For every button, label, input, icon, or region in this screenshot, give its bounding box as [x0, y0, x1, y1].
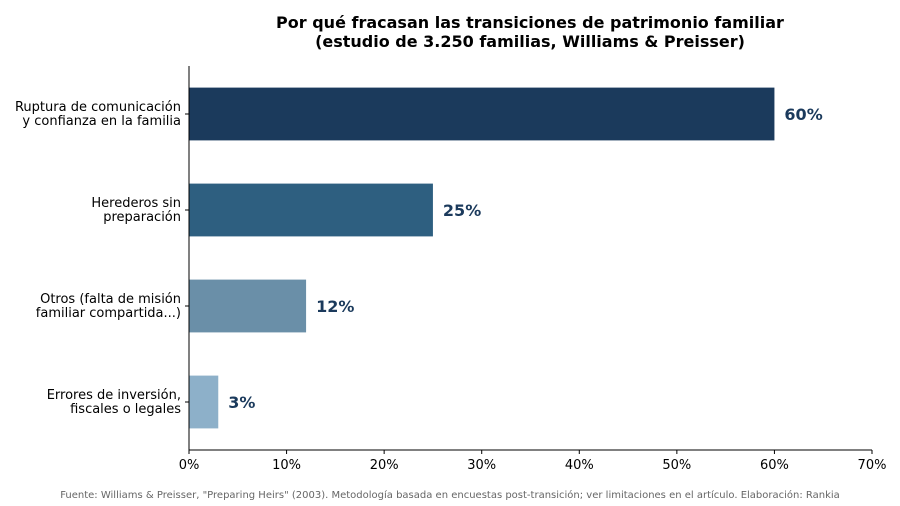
chart-title-line-2: (estudio de 3.250 familias, Williams & P… — [315, 32, 745, 51]
axes: 0% 10% 20% 30% 40% 50% 60% 70% — [179, 66, 887, 473]
category-label-2-line-2: preparación — [103, 210, 181, 225]
value-label-3: 12% — [316, 297, 354, 316]
category-label-2: Herederos sin preparación — [91, 196, 181, 225]
x-tick-label-2: 10% — [272, 458, 301, 473]
category-label-4-line-1: Errores de inversión, — [47, 388, 181, 403]
x-tick-label-7: 60% — [760, 458, 789, 473]
bar-2 — [189, 183, 433, 237]
x-tick-label-8: 70% — [858, 458, 887, 473]
value-label-1: 60% — [784, 105, 822, 124]
source-note: Fuente: Williams & Preisser, "Preparing … — [60, 489, 840, 501]
bar-4 — [189, 375, 219, 429]
x-tick-label-1: 0% — [179, 458, 200, 473]
chart-title-line-1: Por qué fracasan las transiciones de pat… — [276, 13, 784, 32]
value-label-4: 3% — [228, 393, 255, 412]
value-labels: 60% 25% 12% 3% — [228, 105, 822, 412]
category-label-3-line-1: Otros (falta de misión — [40, 292, 181, 307]
category-label-1-line-2: y confianza en la familia — [22, 114, 181, 129]
x-tick-label-6: 50% — [662, 458, 691, 473]
category-label-3-line-2: familiar compartida...) — [36, 306, 181, 321]
x-tick-label-5: 40% — [565, 458, 594, 473]
x-tick-label-3: 20% — [370, 458, 399, 473]
category-label-3: Otros (falta de misión familiar compartid… — [36, 292, 181, 321]
x-tick-label-4: 30% — [467, 458, 496, 473]
category-label-1: Ruptura de comunicación y confianza en la… — [15, 100, 181, 129]
bar-3 — [189, 279, 307, 333]
value-label-2: 25% — [443, 201, 481, 220]
bar-1 — [189, 87, 775, 141]
category-label-4: Errores de inversión, fiscales o legales — [47, 388, 182, 417]
bars — [189, 87, 775, 429]
category-label-4-line-2: fiscales o legales — [70, 402, 181, 417]
category-label-1-line-1: Ruptura de comunicación — [15, 100, 181, 115]
category-labels: Ruptura de comunicación y confianza en la… — [15, 100, 181, 417]
chart-title: Por qué fracasan las transiciones de pat… — [276, 13, 784, 51]
category-label-2-line-1: Herederos sin — [91, 196, 181, 211]
